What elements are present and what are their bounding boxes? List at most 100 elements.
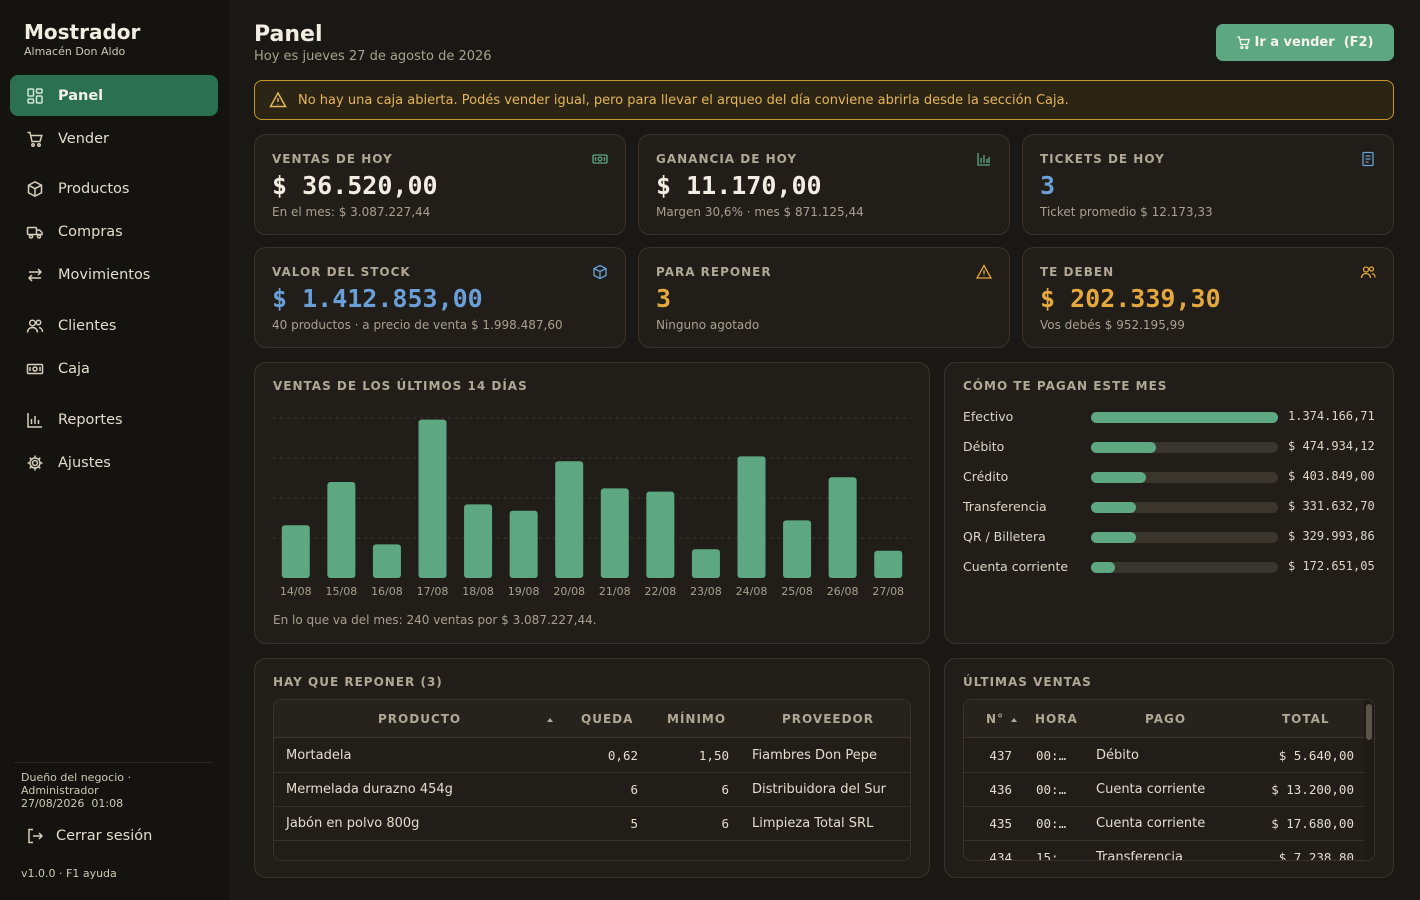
cart-icon [26, 130, 44, 148]
cell-time: 00:… [1036, 782, 1067, 797]
nav-item-movimientos[interactable]: Movimientos [10, 254, 218, 295]
nav-item-vender[interactable]: Vender [10, 118, 218, 159]
chart-bar[interactable] [281, 525, 310, 578]
help-shortcut[interactable]: F1 ayuda [66, 867, 117, 880]
column-header-supplier[interactable]: PROVEEDOR [782, 712, 874, 726]
column-header-number[interactable]: N° [986, 712, 1005, 726]
cell-payment: Cuenta corriente [1096, 782, 1206, 797]
payment-amount: 1.374.166,71 [1288, 409, 1375, 423]
column-header-payment[interactable]: PAGO [1145, 712, 1187, 726]
payment-row: Efectivo 1.374.166,71 [963, 409, 1383, 425]
nav-item-productos[interactable]: Productos [10, 168, 218, 209]
table-row[interactable]: 437 00:… Débito $ 5.640,00 [964, 739, 1366, 773]
cell-supplier: Fiambres Don Pepe [752, 748, 877, 763]
sales-scrollbar[interactable] [1364, 700, 1374, 860]
payment-bar-track [1091, 472, 1278, 483]
cell-product: Jabón en polvo 800g [286, 816, 420, 831]
chart-bar[interactable] [691, 549, 720, 578]
payment-name: QR / Billetera [963, 529, 1046, 544]
cell-total: $ 5.640,00 [1278, 748, 1354, 763]
table-row[interactable]: 436 00:… Cuenta corriente $ 13.200,00 [964, 773, 1366, 807]
chart-x-tick-label: 22/08 [645, 585, 677, 598]
nav-item-ajustes[interactable]: Ajustes [10, 442, 218, 483]
stat-label: TICKETS DE HOY [1040, 152, 1165, 166]
chart-bar[interactable] [327, 482, 356, 578]
payment-name: Crédito [963, 469, 1009, 484]
payment-bar-track [1091, 502, 1278, 513]
column-header-total[interactable]: TOTAL [1282, 712, 1330, 726]
chart-bar[interactable] [418, 419, 447, 578]
nav-label: Ajustes [58, 454, 111, 471]
chart-bar[interactable] [555, 461, 584, 578]
payment-bar-track [1091, 532, 1278, 543]
chart-x-tick-label: 17/08 [417, 585, 449, 598]
nav-item-clientes[interactable]: Clientes [10, 305, 218, 346]
payment-name: Débito [963, 439, 1005, 454]
nav-item-compras[interactable]: Compras [10, 211, 218, 252]
cell-left: 5 [630, 816, 638, 831]
version-info: v1.0.0 · F1 ayuda [21, 867, 117, 880]
scrollbar-thumb[interactable] [1366, 704, 1372, 740]
table-row[interactable]: 435 00:… Cuenta corriente $ 17.680,00 [964, 807, 1366, 841]
chart-bar[interactable] [874, 550, 903, 578]
table-row[interactable]: 434 15:… Transferencia $ 7.238,80 [964, 841, 1366, 860]
column-header-minimum[interactable]: MÍNIMO [667, 712, 727, 726]
brand-subtitle: Almacén Don Aldo [24, 45, 126, 58]
chart-bar[interactable] [828, 477, 857, 578]
chart-x-tick-label: 25/08 [781, 585, 813, 598]
stat-label: GANANCIA DE HOY [656, 152, 798, 166]
chart-x-tick-label: 24/08 [736, 585, 768, 598]
column-header-left[interactable]: QUEDA [581, 712, 634, 726]
chart-bar[interactable] [646, 491, 675, 578]
stat-sub: En el mes: $ 3.087.227,44 [272, 205, 431, 219]
logout-button[interactable]: Cerrar sesión [26, 827, 152, 845]
chart-bar[interactable] [372, 544, 401, 578]
nav-label: Vender [58, 130, 109, 147]
stat-sub: 40 productos · a precio de venta $ 1.998… [272, 318, 563, 332]
payment-row: QR / Billetera $ 329.993,86 [963, 529, 1383, 545]
chart-bar[interactable] [509, 510, 538, 578]
column-header-product[interactable]: PRODUCTO [378, 712, 462, 726]
payment-bar-track [1091, 412, 1278, 423]
payment-bar-fill [1091, 532, 1136, 543]
chart-x-tick-label: 15/08 [326, 585, 358, 598]
chart-bar[interactable] [464, 504, 493, 578]
box-icon [26, 180, 44, 198]
cell-number: 437 [989, 748, 1012, 763]
arrows-icon [26, 266, 44, 284]
payment-name: Cuenta corriente [963, 559, 1069, 574]
stat-value: $ 1.412.853,00 [272, 284, 483, 313]
nav-item-panel[interactable]: Panel [10, 75, 218, 116]
chart-bar[interactable] [783, 520, 812, 578]
cart-icon [1237, 36, 1251, 50]
column-header-time[interactable]: HORA [1035, 712, 1078, 726]
sort-ascending-icon [1011, 718, 1017, 722]
stat-card-stock-value: VALOR DEL STOCK $ 1.412.853,00 40 produc… [254, 247, 626, 348]
table-row[interactable]: Mortadela 0,62 1,50 Fiambres Don Pepe [274, 739, 910, 773]
page-title: Panel [254, 22, 323, 47]
table-row[interactable]: Mermelada durazno 454g 6 6 Distribuidora de… [274, 773, 910, 807]
table-row[interactable]: Jabón en polvo 800g 5 6 Limpieza Total SRL [274, 807, 910, 841]
payment-name: Efectivo [963, 409, 1014, 424]
nav-label: Productos [58, 180, 130, 197]
stat-card-restock: PARA REPONER 3 Ninguno agotado [638, 247, 1010, 348]
stat-value: $ 36.520,00 [272, 171, 438, 200]
user-datetime: 27/08/2026 01:08 [21, 797, 124, 810]
payment-bar-fill [1091, 502, 1136, 513]
chart-x-tick-label: 14/08 [280, 585, 312, 598]
nav-item-caja[interactable]: Caja [10, 348, 218, 389]
no-cash-register-alert: No hay una caja abierta. Podés vender ig… [254, 80, 1394, 120]
nav-label: Compras [58, 223, 123, 240]
nav-item-reportes[interactable]: Reportes [10, 399, 218, 440]
chart-x-tick-label: 21/08 [599, 585, 631, 598]
go-sell-button[interactable]: Ir a vender (F2) [1216, 24, 1394, 61]
chart-bar[interactable] [737, 456, 766, 578]
payment-bar-fill [1091, 412, 1278, 423]
payment-amount: $ 403.849,00 [1288, 469, 1375, 483]
chart-bar[interactable] [600, 488, 629, 578]
restock-table: PRODUCTO QUEDA MÍNIMO PROVEEDOR Mortadel… [273, 699, 911, 861]
cell-payment: Débito [1096, 748, 1139, 763]
cell-total: $ 13.200,00 [1271, 782, 1354, 797]
logout-icon [26, 827, 44, 845]
version-number: v1.0.0 [21, 867, 56, 880]
